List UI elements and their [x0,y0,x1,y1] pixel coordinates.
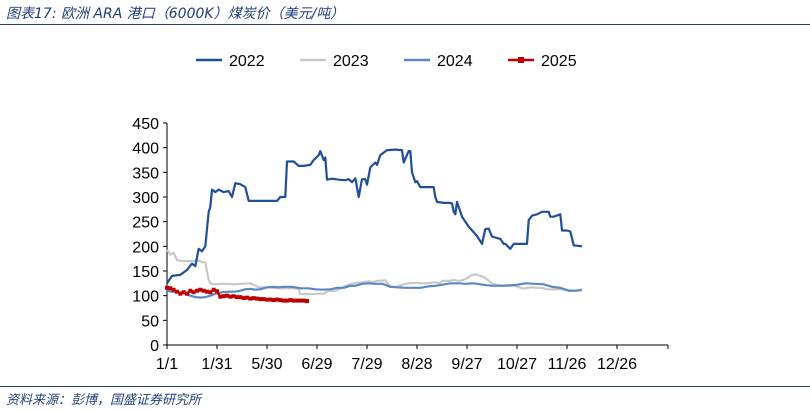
y-tick-label: 450 [132,116,159,133]
series-point-2025 [278,298,283,303]
x-tick-label: 1/1 [156,356,178,373]
series-point-2025 [185,291,189,296]
x-tick-label: 6/29 [301,356,332,373]
series-point-2025 [175,289,179,294]
legend-label: 2022 [229,53,265,70]
x-tick-label: 1/31 [201,356,232,373]
legend-label: 2023 [333,53,369,70]
series-point-2025 [291,298,296,303]
chart-title: 图表17: 欧洲 ARA 港口（6000K）煤炭价（美元/吨） [6,6,345,22]
legend-label: 2024 [437,53,473,70]
x-tick-label: 8/28 [401,356,432,373]
y-tick-label: 200 [132,239,159,256]
y-tick-label: 0 [150,338,159,355]
series-point-2025 [201,288,206,293]
series-point-2025 [258,297,263,302]
series-point-2025 [188,288,193,293]
series-point-2025 [298,298,303,303]
series-line-2023 [166,249,583,296]
series-point-2025 [165,285,169,290]
series-point-2025 [245,295,249,300]
series-point-2025 [235,295,239,300]
y-tick-label: 300 [132,190,159,207]
series-point-2025 [215,289,219,294]
x-tick-label: 5/30 [251,356,282,373]
legend-item-2023: 2023 [300,53,369,70]
series-point-2025 [268,297,273,302]
legend-item-2025: 2025 [508,53,577,70]
y-tick-label: 150 [132,264,159,281]
series-point-2025 [271,298,276,303]
y-tick-label: 50 [141,313,159,330]
y-tick-label: 100 [132,289,159,306]
legend-label: 2025 [541,53,577,70]
series-point-2025 [168,286,173,291]
series-point-2025 [191,290,196,295]
series-point-2025 [288,298,293,303]
series-point-2025 [208,290,213,295]
series-point-2025 [195,288,199,293]
series-point-2025 [261,297,266,302]
series-point-2025 [171,287,176,292]
x-tick-label: 9/27 [451,356,482,373]
series-point-2025 [228,294,233,299]
series-point-2025 [301,298,306,303]
x-tick-label: 12/26 [597,356,637,373]
series-point-2025 [178,291,183,296]
legend-item-2022: 2022 [196,53,265,70]
legend-marker [518,57,524,63]
x-tick-label: 10/27 [497,356,537,373]
series-point-2025 [211,287,216,292]
chart-axes: 0 50 100 150 200 250 300 350 400 450 1/1 1/31 5/30 6/… [132,116,669,373]
series-point-2025 [231,294,236,299]
y-tick-label: 350 [132,165,159,182]
series-point-2025 [221,294,226,299]
legend-item-2024: 2024 [404,53,473,70]
series-point-2025 [275,297,279,302]
y-tick-label: 400 [132,141,159,158]
plot-area [165,148,583,304]
series-point-2025 [251,296,256,301]
series-point-2025 [285,298,289,303]
series-point-2025 [225,293,229,298]
chart-legend: 2022 2023 2024 2025 [196,53,577,70]
title-divider [0,24,810,25]
series-point-2025 [198,287,203,292]
source-note: 资料来源：彭博，国盛证券研究所 [6,393,202,408]
series-point-2025 [265,297,269,302]
series-point-2025 [305,299,309,304]
series-point-2025 [281,298,286,303]
series-point-2025 [238,295,243,300]
y-tick-label: 250 [132,215,159,232]
series-point-2025 [181,290,186,295]
series-point-2025 [255,296,259,301]
series-point-2025 [295,298,299,303]
x-tick-label: 7/29 [351,356,382,373]
source-divider [0,386,810,387]
series-line-2022 [166,148,583,284]
series-point-2025 [248,296,253,301]
series-point-2025 [241,296,246,301]
series-point-2025 [218,294,223,299]
x-tick-label: 11/26 [548,356,587,373]
series-point-2025 [205,289,209,294]
series-line-2024 [166,282,583,299]
